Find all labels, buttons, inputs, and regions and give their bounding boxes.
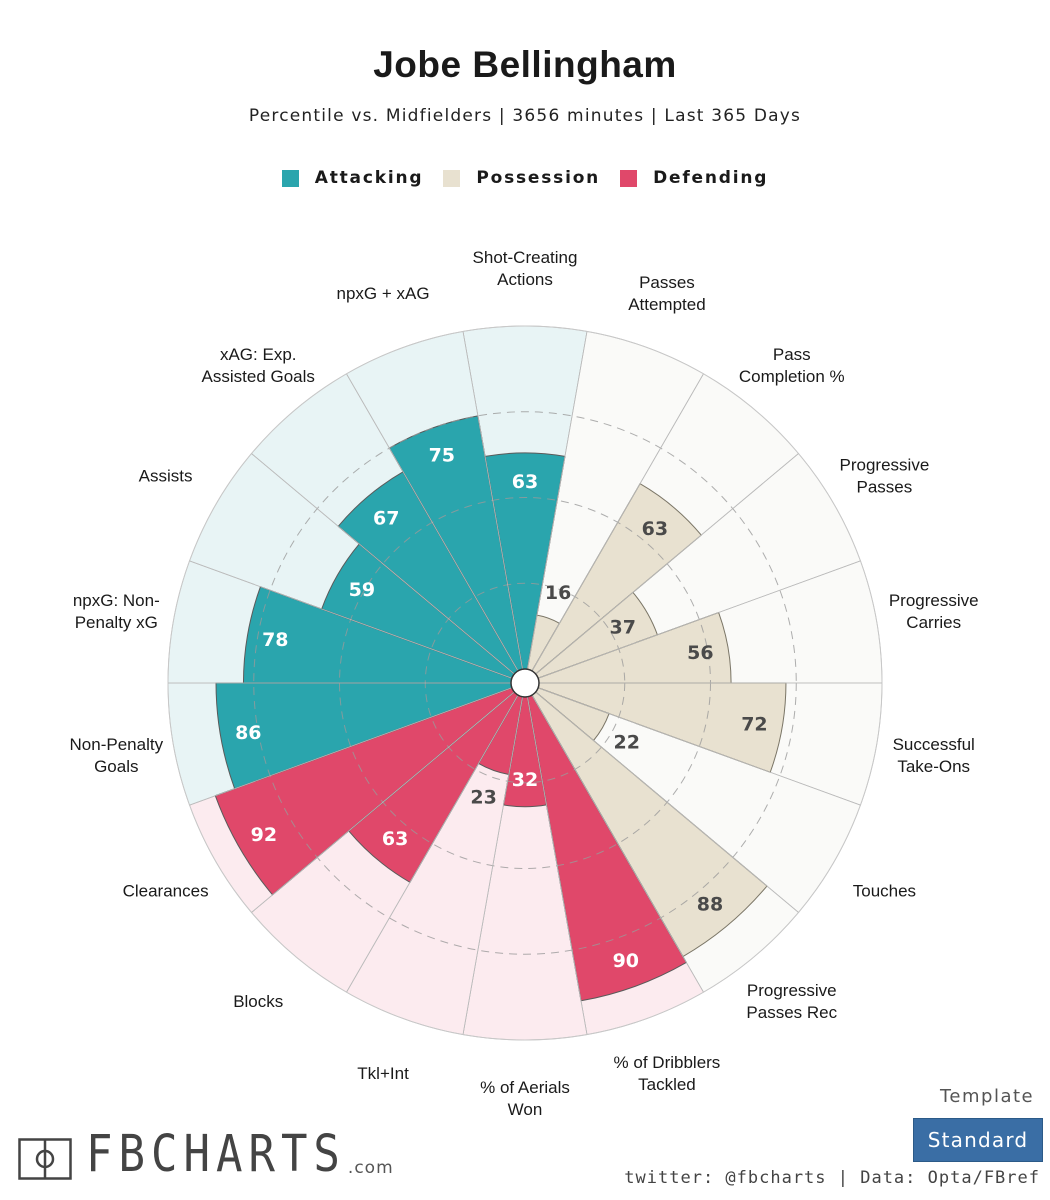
divider — [524, 373, 704, 684]
divider — [524, 453, 799, 684]
metric-label-11: Blocks — [233, 992, 283, 1011]
metric-label-16: xAG: Exp. Assisted Goals — [202, 345, 315, 386]
value-label-6: 22 — [613, 732, 639, 754]
metric-label-2: Pass Completion % — [739, 345, 845, 386]
value-label-10: 23 — [470, 787, 496, 809]
metric-label-13: Non-Penalty Goals — [70, 735, 164, 776]
value-label-11: 63 — [382, 828, 408, 850]
metric-label-12: Clearances — [123, 882, 209, 901]
legend-label-possession: Possession — [476, 168, 601, 188]
value-label-17: 75 — [429, 444, 455, 466]
value-label-0: 63 — [512, 471, 538, 493]
metric-label-6: Touches — [853, 882, 916, 901]
chart-title: Jobe Bellingham — [373, 44, 677, 85]
value-label-2: 63 — [642, 518, 668, 540]
value-label-14: 78 — [262, 629, 288, 651]
value-label-7: 88 — [697, 894, 723, 916]
value-label-1: 16 — [545, 582, 571, 604]
template-standard-button[interactable]: Standard — [913, 1118, 1043, 1162]
divider — [189, 682, 526, 806]
value-label-13: 86 — [235, 722, 261, 744]
value-label-4: 56 — [687, 642, 713, 664]
value-label-12: 92 — [251, 824, 277, 846]
metric-label-14: npxG: Non-Penalty xG — [73, 591, 160, 632]
divider — [524, 560, 861, 684]
metric-label-1: Passes Attempted — [628, 273, 706, 314]
divider — [462, 331, 526, 684]
pitch-icon — [18, 1138, 72, 1180]
legend-label-attacking: Attacking — [314, 168, 424, 188]
value-label-3: 37 — [610, 617, 636, 639]
metric-label-9: % of Aerials Won — [480, 1078, 570, 1119]
legend-swatch-defending — [620, 169, 638, 187]
divider — [524, 682, 799, 913]
chart-subtitle: Percentile vs. Midfielders | 3656 minute… — [248, 106, 802, 126]
divider — [524, 682, 588, 1035]
legend-swatch-possession — [443, 169, 461, 187]
metric-label-4: Progressive Carries — [889, 591, 979, 632]
divider — [462, 682, 526, 1035]
divider — [524, 682, 704, 993]
value-label-8: 90 — [613, 950, 639, 972]
divider — [189, 560, 526, 684]
legend-item-possession: Possession — [443, 168, 600, 188]
legend-swatch-attacking — [281, 169, 299, 187]
metric-label-8: % of Dribblers Tackled — [614, 1053, 721, 1094]
metric-label-17: npxG + xAG — [337, 284, 430, 303]
value-label-9: 32 — [512, 769, 538, 791]
divider — [251, 682, 526, 913]
value-label-5: 72 — [741, 713, 767, 735]
legend-item-defending: Defending — [620, 168, 768, 188]
metric-label-7: Progressive Passes Rec — [746, 981, 837, 1022]
metric-label-0: Shot-Creating Actions — [473, 248, 578, 289]
divider — [524, 331, 588, 684]
divider — [251, 453, 526, 684]
fbcharts-logo: FBCHARTS .com — [18, 1129, 394, 1180]
metric-label-5: Successful Take-Ons — [893, 735, 975, 776]
template-label: Template — [940, 1086, 1035, 1107]
legend-label-defending: Defending — [653, 168, 769, 188]
data-credits: twitter: @fbcharts | Data: Opta/FBref — [624, 1168, 1040, 1188]
divider — [346, 373, 526, 684]
legend: Attacking Possession Defending — [0, 168, 1050, 188]
center-hole — [510, 668, 540, 698]
value-label-15: 59 — [349, 579, 375, 601]
divider — [524, 682, 861, 806]
legend-item-attacking: Attacking — [281, 168, 424, 188]
logo-suffix: .com — [347, 1158, 394, 1178]
metric-label-3: Progressive Passes — [840, 456, 930, 497]
metric-label-10: Tkl+Int — [357, 1064, 409, 1083]
logo-text: FBCHARTS — [86, 1124, 346, 1184]
metric-label-15: Assists — [139, 467, 193, 486]
value-label-16: 67 — [373, 508, 399, 530]
divider — [346, 682, 526, 993]
